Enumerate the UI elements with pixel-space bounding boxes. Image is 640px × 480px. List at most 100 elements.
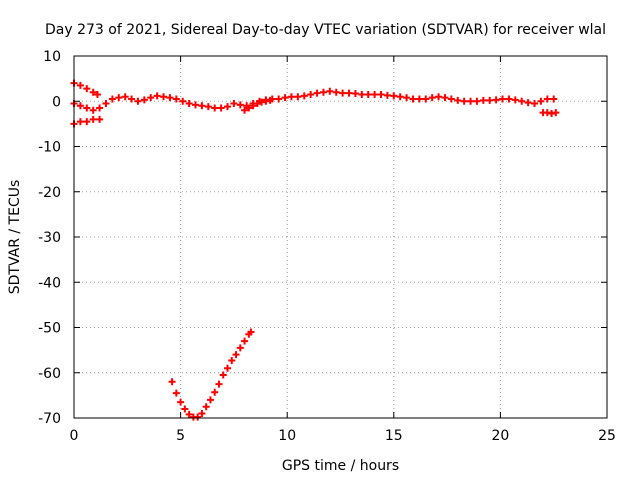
data-point (531, 100, 539, 108)
data-point (247, 328, 255, 336)
data-point (236, 101, 244, 109)
data-point (224, 364, 232, 372)
y-tick-label: 10 (43, 49, 61, 65)
series-3 (241, 96, 274, 114)
data-point (89, 88, 97, 96)
data-point (147, 94, 155, 102)
data-point (76, 118, 84, 126)
series-1 (70, 87, 558, 114)
data-point (358, 90, 366, 98)
data-point (181, 405, 189, 413)
data-point (460, 97, 468, 105)
data-point (194, 413, 202, 421)
y-axis-title: SDTVAR / TECUs (7, 180, 23, 295)
data-point (219, 371, 227, 379)
y-tick-label: -10 (38, 140, 61, 156)
data-point (217, 104, 225, 112)
data-point (479, 96, 487, 104)
x-tick-label: 5 (176, 428, 185, 444)
data-point (454, 96, 462, 104)
chart-title: Day 273 of 2021, Sidereal Day-to-day VTE… (45, 22, 606, 38)
data-point (383, 91, 391, 99)
data-point (422, 95, 430, 103)
data-point (224, 103, 232, 111)
data-point (241, 106, 249, 114)
data-point (83, 104, 91, 112)
data-point (211, 104, 219, 112)
data-point (499, 95, 507, 103)
x-tick-label: 0 (70, 428, 79, 444)
data-point (206, 396, 214, 404)
data-point (313, 89, 321, 97)
data-point (332, 88, 340, 96)
series-2 (70, 115, 104, 128)
data-point (467, 97, 475, 105)
data-point (371, 90, 379, 98)
data-point (473, 97, 481, 105)
data-point (415, 95, 423, 103)
data-point (83, 85, 91, 93)
data-point (447, 95, 455, 103)
data-point (486, 96, 494, 104)
data-point (326, 87, 334, 95)
data-point (166, 94, 174, 102)
data-point (177, 398, 185, 406)
data-point (249, 102, 257, 110)
data-point (232, 351, 240, 359)
axis-ticks (73, 55, 608, 419)
y-tick-label: -60 (38, 366, 61, 382)
data-point (228, 357, 236, 365)
data-point (168, 378, 176, 386)
data-point (121, 93, 129, 101)
x-tick-label: 10 (278, 428, 296, 444)
data-point (511, 96, 519, 104)
series-4 (539, 109, 560, 117)
x-tick-label: 20 (491, 428, 509, 444)
data-point (89, 115, 97, 123)
data-point (403, 94, 411, 102)
data-point (364, 90, 372, 98)
data-point (172, 389, 180, 397)
data-point (245, 104, 253, 112)
data-point (524, 99, 532, 107)
data-point (204, 103, 212, 111)
data-point (185, 100, 193, 108)
data-point (287, 93, 295, 101)
data-point (185, 410, 193, 418)
data-point (377, 90, 385, 98)
data-point (253, 100, 261, 108)
data-point (102, 100, 110, 108)
grid (74, 56, 607, 418)
x-tick-label: 25 (598, 428, 616, 444)
data-point (319, 88, 327, 96)
y-tick-labels: 10 0 -10 -20 -30 -40 -50 -60 -70 (38, 49, 61, 427)
data-point (108, 95, 116, 103)
x-axis-title: GPS time / hours (282, 458, 399, 474)
data-point (76, 81, 84, 89)
series-5 (168, 328, 255, 421)
data-point (241, 337, 249, 345)
data-point (339, 89, 347, 97)
data-point (140, 96, 148, 104)
data-point (505, 95, 513, 103)
data-point (275, 95, 283, 103)
data-point (492, 96, 500, 104)
data-points (70, 79, 560, 421)
data-point (128, 95, 136, 103)
data-point (83, 118, 91, 126)
data-point (76, 102, 84, 110)
data-point (409, 95, 417, 103)
data-point (550, 95, 558, 103)
data-point (160, 93, 168, 101)
data-point (307, 90, 315, 98)
data-point (281, 94, 289, 102)
data-point (96, 115, 104, 123)
plot-frame (73, 55, 608, 419)
x-tick-label: 15 (385, 428, 403, 444)
data-point (543, 95, 551, 103)
data-point (396, 93, 404, 101)
y-tick-label: -50 (38, 321, 61, 337)
data-point (345, 89, 353, 97)
data-point (300, 92, 308, 100)
data-point (294, 93, 302, 101)
